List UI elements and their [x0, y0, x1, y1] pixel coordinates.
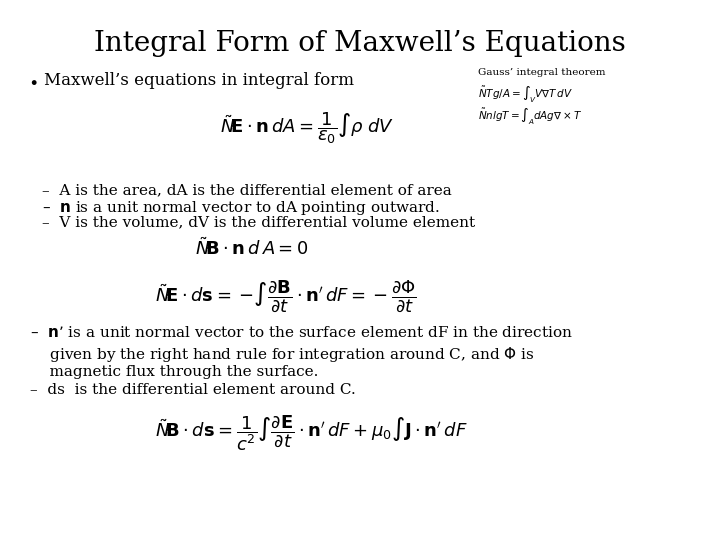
Text: –  $\mathbf{n}$’ is a unit normal vector to the surface element dF in the direct: – $\mathbf{n}$’ is a unit normal vector … [30, 325, 573, 340]
Text: –  V is the volume, dV is the differential volume element: – V is the volume, dV is the differentia… [42, 215, 475, 229]
Text: $\tilde{N}Tg/A = \int_V V\nabla T\,dV$: $\tilde{N}Tg/A = \int_V V\nabla T\,dV$ [478, 85, 573, 105]
Text: $\tilde{N}\!\mathbf{E}\cdot\mathbf{n}\,dA = \dfrac{1}{\varepsilon_0}\int\rho\;dV: $\tilde{N}\!\mathbf{E}\cdot\mathbf{n}\,d… [220, 110, 394, 146]
Text: –  $\mathbf{n}$ is a unit normal vector to dA pointing outward.: – $\mathbf{n}$ is a unit normal vector t… [42, 199, 440, 217]
Text: $\bullet$: $\bullet$ [28, 72, 37, 90]
Text: –  A is the area, dA is the differential element of area: – A is the area, dA is the differential … [42, 183, 451, 197]
Text: $\tilde{N}\!\mathbf{B}\cdot\mathbf{n}\,d\,A = 0$: $\tilde{N}\!\mathbf{B}\cdot\mathbf{n}\,d… [195, 238, 309, 260]
Text: Integral Form of Maxwell’s Equations: Integral Form of Maxwell’s Equations [94, 30, 626, 57]
Text: $\tilde{N}\!\mathbf{B}\cdot d\mathbf{s} = \dfrac{1}{c^2}\int\dfrac{\partial\math: $\tilde{N}\!\mathbf{B}\cdot d\mathbf{s} … [155, 413, 468, 453]
Text: $\tilde{N}\!\mathbf{E}\cdot d\mathbf{s} = -\!\int\dfrac{\partial\mathbf{B}}{\par: $\tilde{N}\!\mathbf{E}\cdot d\mathbf{s} … [155, 278, 417, 314]
Text: given by the right hand rule for integration around C, and $\Phi$ is: given by the right hand rule for integra… [30, 345, 534, 364]
Text: $\tilde{N}nlgT = \int_A dAg\nabla \times T$: $\tilde{N}nlgT = \int_A dAg\nabla \times… [478, 107, 582, 127]
Text: magnetic flux through the surface.: magnetic flux through the surface. [30, 365, 318, 379]
Text: Maxwell’s equations in integral form: Maxwell’s equations in integral form [44, 72, 354, 89]
Text: –  ds  is the differential element around C.: – ds is the differential element around … [30, 383, 356, 397]
Text: Gauss’ integral theorem: Gauss’ integral theorem [478, 68, 606, 77]
